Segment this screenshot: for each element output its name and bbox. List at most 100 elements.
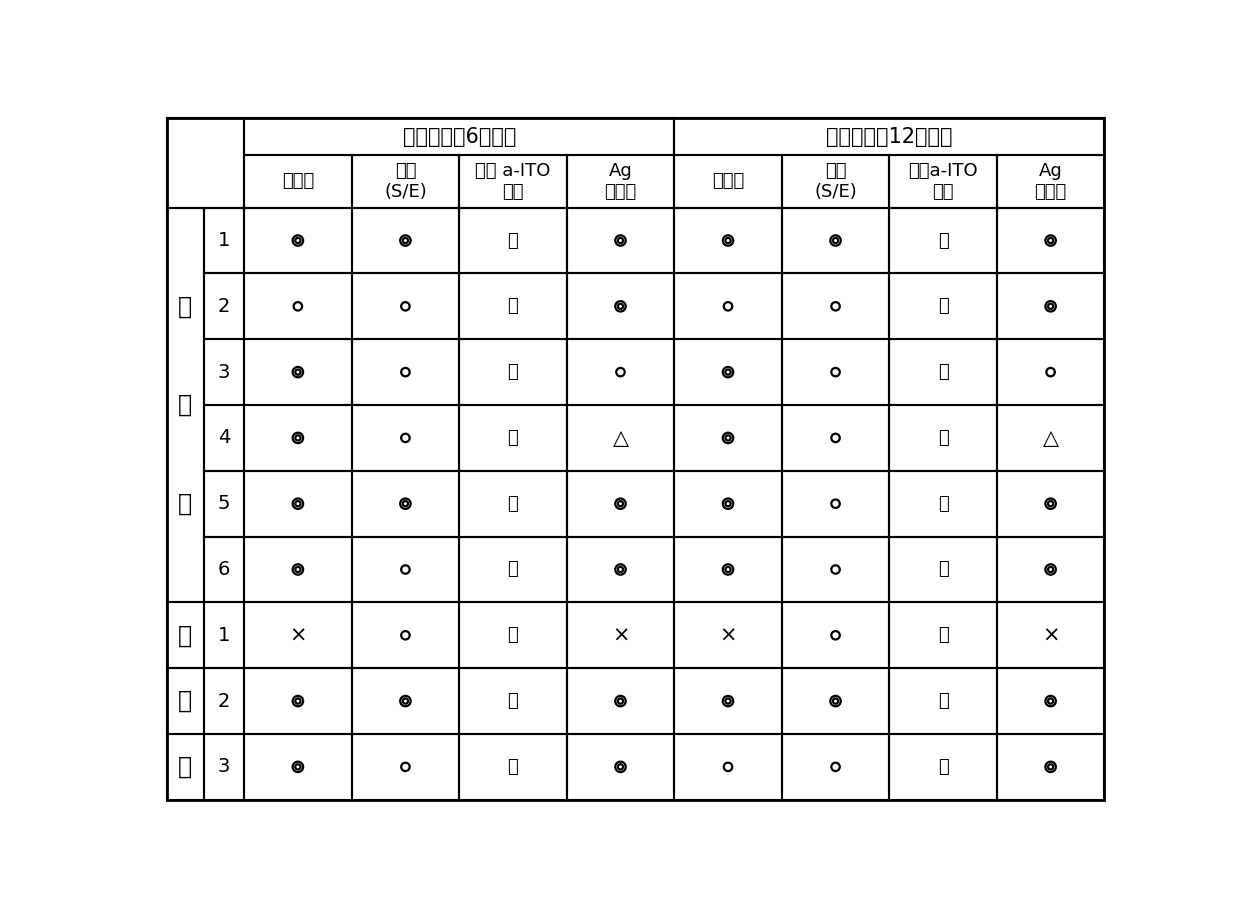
Bar [675, 274, 781, 339]
Bar [459, 603, 567, 668]
Bar [889, 207, 997, 274]
Bar [675, 471, 781, 536]
Text: 3: 3 [218, 363, 231, 382]
Bar [352, 207, 459, 274]
Bar [352, 155, 459, 207]
Bar [781, 274, 889, 339]
Bar [675, 405, 781, 471]
Bar [997, 339, 1105, 405]
Text: △: △ [1043, 428, 1059, 448]
Bar [352, 668, 459, 734]
Text: 无: 无 [507, 232, 518, 250]
Bar [675, 155, 781, 207]
Text: 2: 2 [218, 297, 231, 315]
Bar [352, 734, 459, 800]
Text: 无: 无 [937, 363, 949, 381]
Bar [352, 339, 459, 405]
Bar [459, 155, 567, 207]
Bar [352, 603, 459, 668]
Text: 无: 无 [937, 232, 949, 250]
Bar [781, 339, 889, 405]
Bar [889, 274, 997, 339]
Text: ×: × [719, 625, 737, 645]
Text: 无: 无 [507, 494, 518, 513]
Text: 侧蚀
(S/E): 侧蚀 (S/E) [384, 162, 427, 201]
Text: 1: 1 [218, 231, 231, 250]
Text: 无: 无 [937, 297, 949, 315]
Bar [889, 536, 997, 603]
Bar [781, 734, 889, 800]
Bar [166, 734, 203, 800]
Bar [781, 471, 889, 536]
Bar [459, 274, 567, 339]
Bar [675, 207, 781, 274]
Bar [203, 536, 244, 603]
Bar [352, 274, 459, 339]
Text: 例: 例 [179, 754, 192, 779]
Text: 无: 无 [507, 363, 518, 381]
Bar [459, 405, 567, 471]
Bar [997, 734, 1105, 800]
Bar [781, 603, 889, 668]
Text: 3: 3 [218, 757, 231, 776]
Text: 平直度: 平直度 [281, 173, 314, 191]
Text: Ag
再吸附: Ag 再吸附 [604, 162, 636, 201]
Bar [244, 603, 352, 668]
Bar [567, 668, 675, 734]
Bar [781, 405, 889, 471]
Bar [997, 405, 1105, 471]
Bar [244, 118, 675, 155]
Bar [567, 536, 675, 603]
Text: 有: 有 [937, 692, 949, 710]
Text: 4: 4 [218, 428, 231, 447]
Text: 无: 无 [507, 626, 518, 644]
Text: 6: 6 [218, 560, 231, 579]
Bar [889, 471, 997, 536]
Bar [203, 405, 244, 471]
Bar [889, 668, 997, 734]
Bar [997, 471, 1105, 536]
Text: 无: 无 [507, 758, 518, 776]
Bar [352, 471, 459, 536]
Text: 2: 2 [218, 692, 231, 711]
Bar [244, 734, 352, 800]
Text: 无: 无 [507, 429, 518, 447]
Bar [567, 734, 675, 800]
Bar [459, 536, 567, 603]
Text: 经时变化（6小时）: 经时变化（6小时） [403, 126, 516, 146]
Text: 有: 有 [507, 692, 518, 710]
Text: 无: 无 [937, 626, 949, 644]
Bar [567, 274, 675, 339]
Bar [166, 207, 203, 603]
Bar [203, 734, 244, 800]
Bar [244, 471, 352, 536]
Bar [997, 668, 1105, 734]
Bar [781, 668, 889, 734]
Bar [166, 118, 244, 207]
Bar [203, 339, 244, 405]
Bar [889, 155, 997, 207]
Bar [997, 603, 1105, 668]
Bar [352, 536, 459, 603]
Text: ×: × [611, 625, 629, 645]
Bar [675, 734, 781, 800]
Bar [675, 339, 781, 405]
Bar [459, 668, 567, 734]
Bar [166, 668, 203, 734]
Bar [889, 734, 997, 800]
Text: 平直度: 平直度 [712, 173, 744, 191]
Bar [781, 155, 889, 207]
Bar [203, 471, 244, 536]
Text: 无: 无 [507, 561, 518, 578]
Text: △: △ [613, 428, 629, 448]
Bar [166, 603, 203, 668]
Bar [244, 536, 352, 603]
Bar [997, 536, 1105, 603]
Text: 实: 实 [179, 393, 192, 417]
Text: Ag
再吸附: Ag 再吸附 [1034, 162, 1066, 201]
Bar [244, 339, 352, 405]
Bar [203, 603, 244, 668]
Text: 5: 5 [218, 494, 231, 514]
Bar [244, 668, 352, 734]
Bar [675, 118, 1105, 155]
